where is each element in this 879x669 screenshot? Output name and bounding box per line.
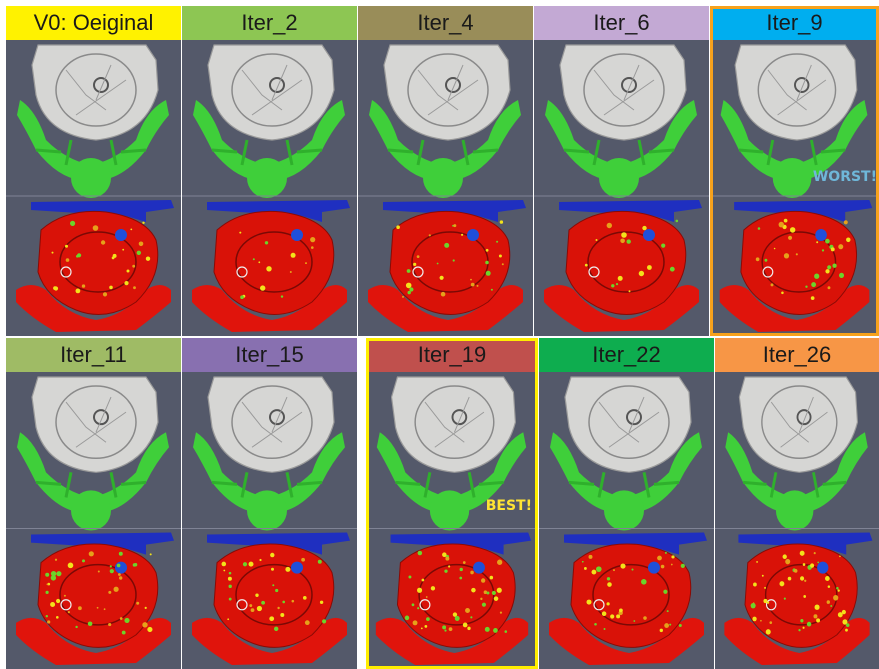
casting-simulation-image [715,372,879,669]
casting-render [6,372,181,669]
panel-header: Iter_15 [182,338,357,372]
casting-render [358,40,533,336]
panel-header: Iter_6 [534,6,709,40]
panel-iter-26: Iter_26 [715,338,879,669]
casting-geometry-view [550,377,702,531]
panel-header: Iter_4 [358,6,533,40]
panel-header: Iter_26 [715,338,879,372]
panel-header: V0: Oeiginal [6,6,181,40]
fill-simulation-view [720,200,873,332]
panel-v0-original: V0: Oeiginal [6,6,181,336]
worst-badge: WORST! [813,169,877,185]
casting-render [715,372,879,669]
fill-simulation-view [192,200,350,332]
casting-simulation-image [182,40,357,336]
panel-header: Iter_11 [6,338,181,372]
casting-simulation-image [534,40,709,336]
casting-render [710,40,879,336]
casting-simulation-image [539,372,714,669]
fill-simulation-view [16,200,174,332]
casting-simulation-image [358,40,533,336]
casting-render [366,372,538,669]
casting-geometry-view [545,45,697,198]
fill-simulation-view [16,533,174,665]
best-badge: BEST! [486,498,532,514]
panel-header: Iter_22 [539,338,714,372]
casting-geometry-view [17,45,169,198]
panel-iter-4: Iter_4 [358,6,533,336]
fill-simulation-view [376,533,531,665]
panel-iter-11: Iter_11 [6,338,181,669]
casting-geometry-view [725,377,867,531]
casting-simulation-image [366,372,538,669]
panel-iter-22: Iter_22 [539,338,714,669]
fill-simulation-view [544,200,702,332]
casting-simulation-image [6,40,181,336]
fill-simulation-view [549,533,707,665]
casting-simulation-image [710,40,879,336]
casting-simulation-image [6,372,181,669]
panel-iter-15: Iter_15 [182,338,357,669]
casting-geometry-view [193,45,345,198]
fill-simulation-view [192,533,350,665]
casting-render [6,40,181,336]
panel-header: Iter_19 [366,338,538,372]
panel-header: Iter_2 [182,6,357,40]
fill-simulation-view [724,533,872,665]
casting-geometry-view [17,377,169,531]
casting-render [539,372,714,669]
panel-header: Iter_9 [710,6,879,40]
panel-iter-2: Iter_2 [182,6,357,336]
panel-iter-6: Iter_6 [534,6,709,336]
fill-simulation-view [368,200,526,332]
casting-render [534,40,709,336]
panel-iter-19: Iter_19 BEST! [366,338,538,669]
panel-iter-9: Iter_9 WORST! [710,6,879,336]
casting-geometry-view [193,377,345,531]
casting-render [182,40,357,336]
casting-simulation-image [182,372,357,669]
casting-render [182,372,357,669]
iteration-grid: V0: Oeiginal Iter_2 Iter_4 Iter_6 Iter_9… [6,6,879,669]
casting-geometry-view [369,45,521,198]
